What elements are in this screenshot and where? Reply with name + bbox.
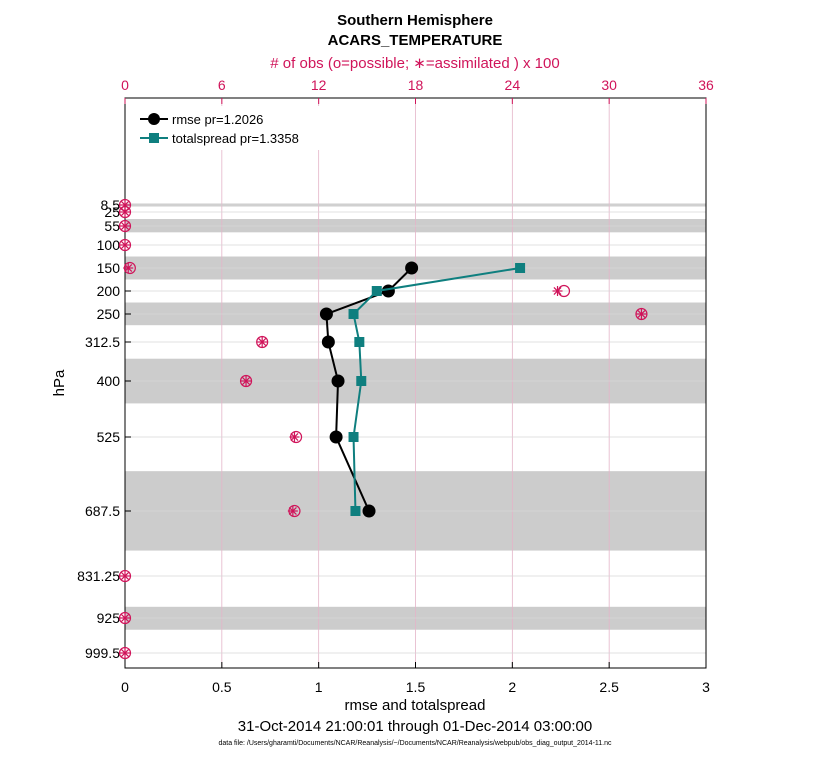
y-tick-label-6: 250: [97, 306, 121, 322]
obs-assimilated-marker-8: [241, 376, 252, 386]
legend: rmse pr=1.2026 totalspread pr=1.3358: [132, 106, 322, 150]
top-x-axis-label: # of obs (o=possible; ∗=assimilated ) x …: [270, 55, 559, 72]
x-tick-label-3: 1.5: [406, 679, 426, 695]
obs-star-stroke-9-3: [290, 432, 299, 442]
legend-totalspread-label: totalspread pr=1.3358: [172, 131, 299, 146]
y-tick-label-5: 200: [97, 283, 121, 299]
obs-star-stroke-6-3: [637, 309, 646, 319]
obs-possible-marker-1: [118, 205, 132, 219]
rmse-point-3: [321, 335, 335, 349]
totalspread-point-5: [348, 432, 359, 442]
totalspread-point-2: [348, 309, 359, 319]
y-tick-label-7: 312.5: [85, 334, 120, 350]
y-tick-label-3: 100: [97, 237, 121, 253]
obs-possible-marker-8: [239, 374, 253, 388]
top-x-tick-label-6: 36: [698, 77, 714, 93]
y-tick-label-12: 925: [97, 610, 121, 626]
y-tick-label-10: 687.5: [85, 503, 120, 519]
obs-star-stroke-12-3: [120, 613, 130, 623]
data-series: [319, 261, 526, 518]
obs-star-stroke-1-3: [120, 207, 130, 217]
y-tick-label-4: 150: [97, 260, 121, 276]
x-tick-label-6: 3: [702, 679, 710, 695]
date-range: 31-Oct-2014 21:00:01 through 01-Dec-2014…: [238, 718, 592, 735]
obs-assimilated-marker-1: [120, 207, 130, 217]
obs-assimilated-marker-13: [120, 648, 130, 658]
x-tick-label-5: 2.5: [599, 679, 619, 695]
obs-possible-marker-12: [118, 611, 132, 625]
y-tick-label-8: 400: [97, 373, 121, 389]
obs-star-stroke-3-3: [120, 240, 130, 250]
x-tick-label-2: 1: [315, 679, 323, 695]
top-x-tick-label-2: 12: [311, 77, 327, 93]
obs-star-stroke-10-3: [288, 506, 297, 516]
y-tick-label-1: 25: [104, 204, 120, 220]
obs-assimilated-marker-6: [636, 309, 647, 319]
rmse-point-2: [319, 307, 333, 321]
obs-star-stroke-11-3: [120, 571, 130, 581]
obs-assimilated-marker-2: [120, 221, 130, 231]
top-x-tick-label-4: 24: [505, 77, 521, 93]
y-axis-label: hPa: [51, 369, 68, 396]
legend-rmse-marker: [148, 113, 160, 125]
top-x-tick-label-3: 18: [408, 77, 424, 93]
y-tick-label-9: 525: [97, 429, 121, 445]
legend-rmse-label: rmse pr=1.2026: [172, 112, 263, 127]
obs-assimilated-marker-4: [123, 263, 134, 273]
obs-assimilated-marker-7: [257, 337, 268, 347]
obs-possible-marker-13: [118, 646, 132, 660]
obs-assimilated-marker-9: [289, 432, 300, 442]
top-x-tick-label-1: 6: [218, 77, 226, 93]
totalspread-point-6: [350, 506, 361, 516]
chart-title: Southern Hemisphere: [337, 12, 493, 29]
data-file-footnote: data file: /Users/gharamti/Documents/NCA…: [218, 740, 612, 747]
rmse-point-6: [362, 504, 376, 518]
obs-possible-marker-11: [118, 569, 132, 583]
y-tick-label-13: 999.5: [85, 645, 120, 661]
totalspread-point-0: [515, 263, 526, 273]
x-tick-label-4: 2: [508, 679, 516, 695]
y-tick-label-2: 55: [104, 218, 120, 234]
obs-star-stroke-4-3: [124, 263, 133, 273]
obs-assimilated-marker-5: [552, 286, 563, 296]
x-axis-label: rmse and totalspread: [345, 697, 486, 714]
top-x-tick-label-0: 0: [121, 77, 129, 93]
obs-count-markers: [118, 198, 648, 660]
legend-totalspread-marker: [149, 133, 159, 143]
obs-assimilated-marker-10: [287, 506, 298, 516]
obs-star-stroke-7-3: [258, 337, 267, 347]
y-tick-label-11: 831.25: [77, 568, 120, 584]
rmse-point-0: [405, 261, 419, 275]
rmse-point-5: [329, 430, 343, 444]
top-x-axis: 0 6 12 18 24 30 36: [121, 77, 714, 104]
obs-possible-marker-3: [118, 238, 132, 252]
obs-star-stroke-13-3: [120, 648, 130, 658]
totalspread-point-1: [371, 286, 382, 296]
totalspread-point-3: [354, 337, 365, 347]
top-x-tick-label-5: 30: [601, 77, 617, 93]
obs-star-stroke-8-3: [242, 376, 251, 386]
obs-possible-marker-6: [635, 307, 648, 321]
obs-star-stroke-2-3: [120, 221, 130, 231]
obs-assimilated-marker-11: [120, 571, 130, 581]
obs-possible-marker-7: [256, 335, 269, 349]
x-tick-label-0: 0: [121, 679, 129, 695]
totalspread-point-4: [356, 376, 367, 386]
chart-subtitle: ACARS_TEMPERATURE: [328, 32, 503, 49]
obs-assimilated-marker-3: [120, 240, 130, 250]
legend-box: [132, 106, 322, 150]
bottom-x-axis: 0 0.5 1 1.5 2 2.5 3: [121, 662, 710, 695]
obs-star-stroke-5-3: [553, 286, 562, 296]
rmse-point-1: [381, 284, 395, 298]
x-tick-label-1: 0.5: [212, 679, 232, 695]
rmse-point-4: [331, 374, 345, 388]
y-tick-label-0: 8.5: [101, 197, 121, 213]
obs-possible-marker-2: [118, 219, 132, 233]
obs-assimilated-marker-12: [120, 613, 130, 623]
